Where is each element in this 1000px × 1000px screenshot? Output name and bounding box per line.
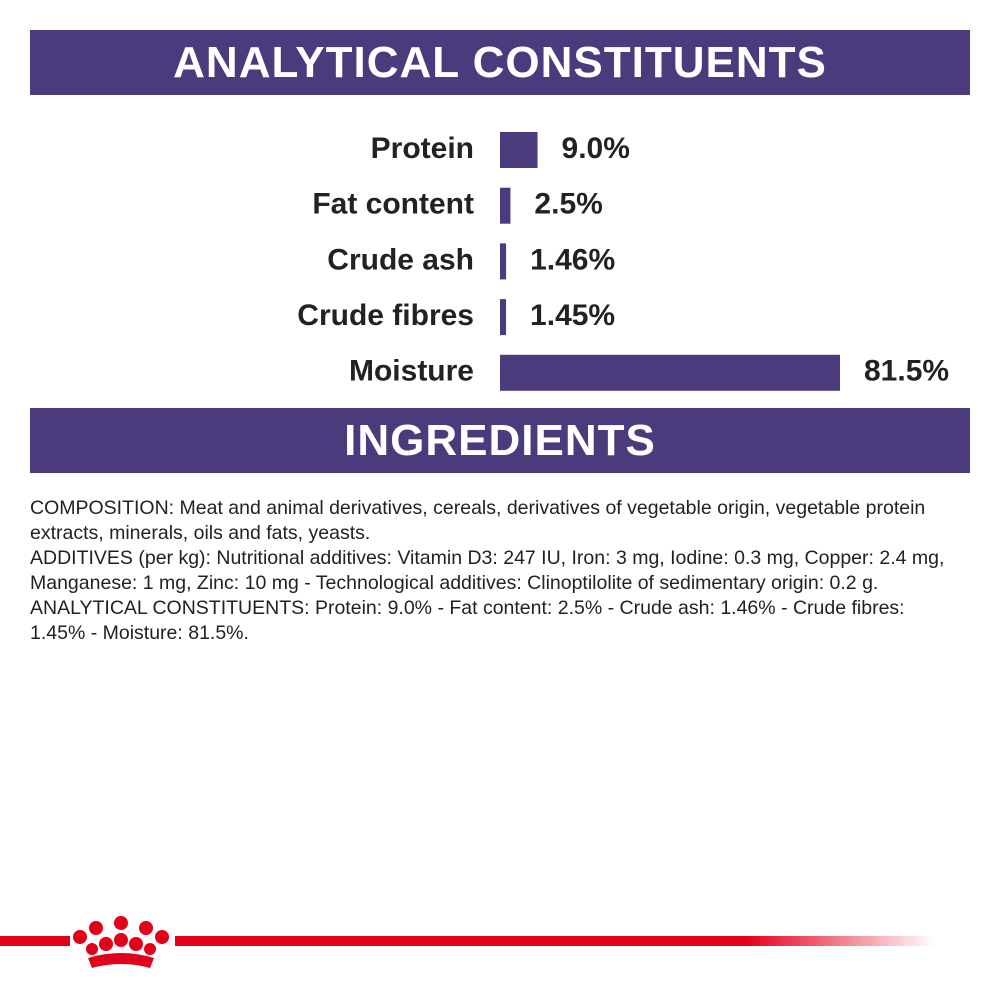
value-label: 9.0% [562,132,630,165]
value-label: 1.46% [530,243,615,276]
value-label: 81.5% [864,355,949,388]
bar [500,187,511,224]
value-label: 1.45% [530,299,615,332]
category-label: Protein [371,132,474,165]
category-label: Crude ash [327,243,474,276]
header-banner: ANALYTICAL CONSTITUENTS [30,30,970,95]
bar [500,354,840,391]
ingredients-banner: INGREDIENTS [30,408,970,473]
bar [500,299,507,336]
paragraph: ADDITIVES (per kg): Nutritional additive… [30,547,945,594]
paragraph: COMPOSITION: Meat and animal derivatives… [30,497,926,544]
category-label: Moisture [349,355,474,388]
value-label: 2.5% [534,188,602,221]
chart: Protein 9.0% Fat content 2.5% Crude ash 1.46%… [297,132,949,391]
logo-line [0,936,70,946]
category-label: Crude fibres [297,299,474,332]
bar [500,132,538,168]
ingredients-text: COMPOSITION: Meat and animal derivatives… [30,496,960,646]
category-label: Fat content [312,188,474,221]
paragraph: ANALYTICAL CONSTITUENTS: Protein: 9.0% -… [30,597,905,644]
logo-line [175,936,935,946]
crown [73,916,169,968]
logo [0,916,935,968]
bar [500,243,507,280]
